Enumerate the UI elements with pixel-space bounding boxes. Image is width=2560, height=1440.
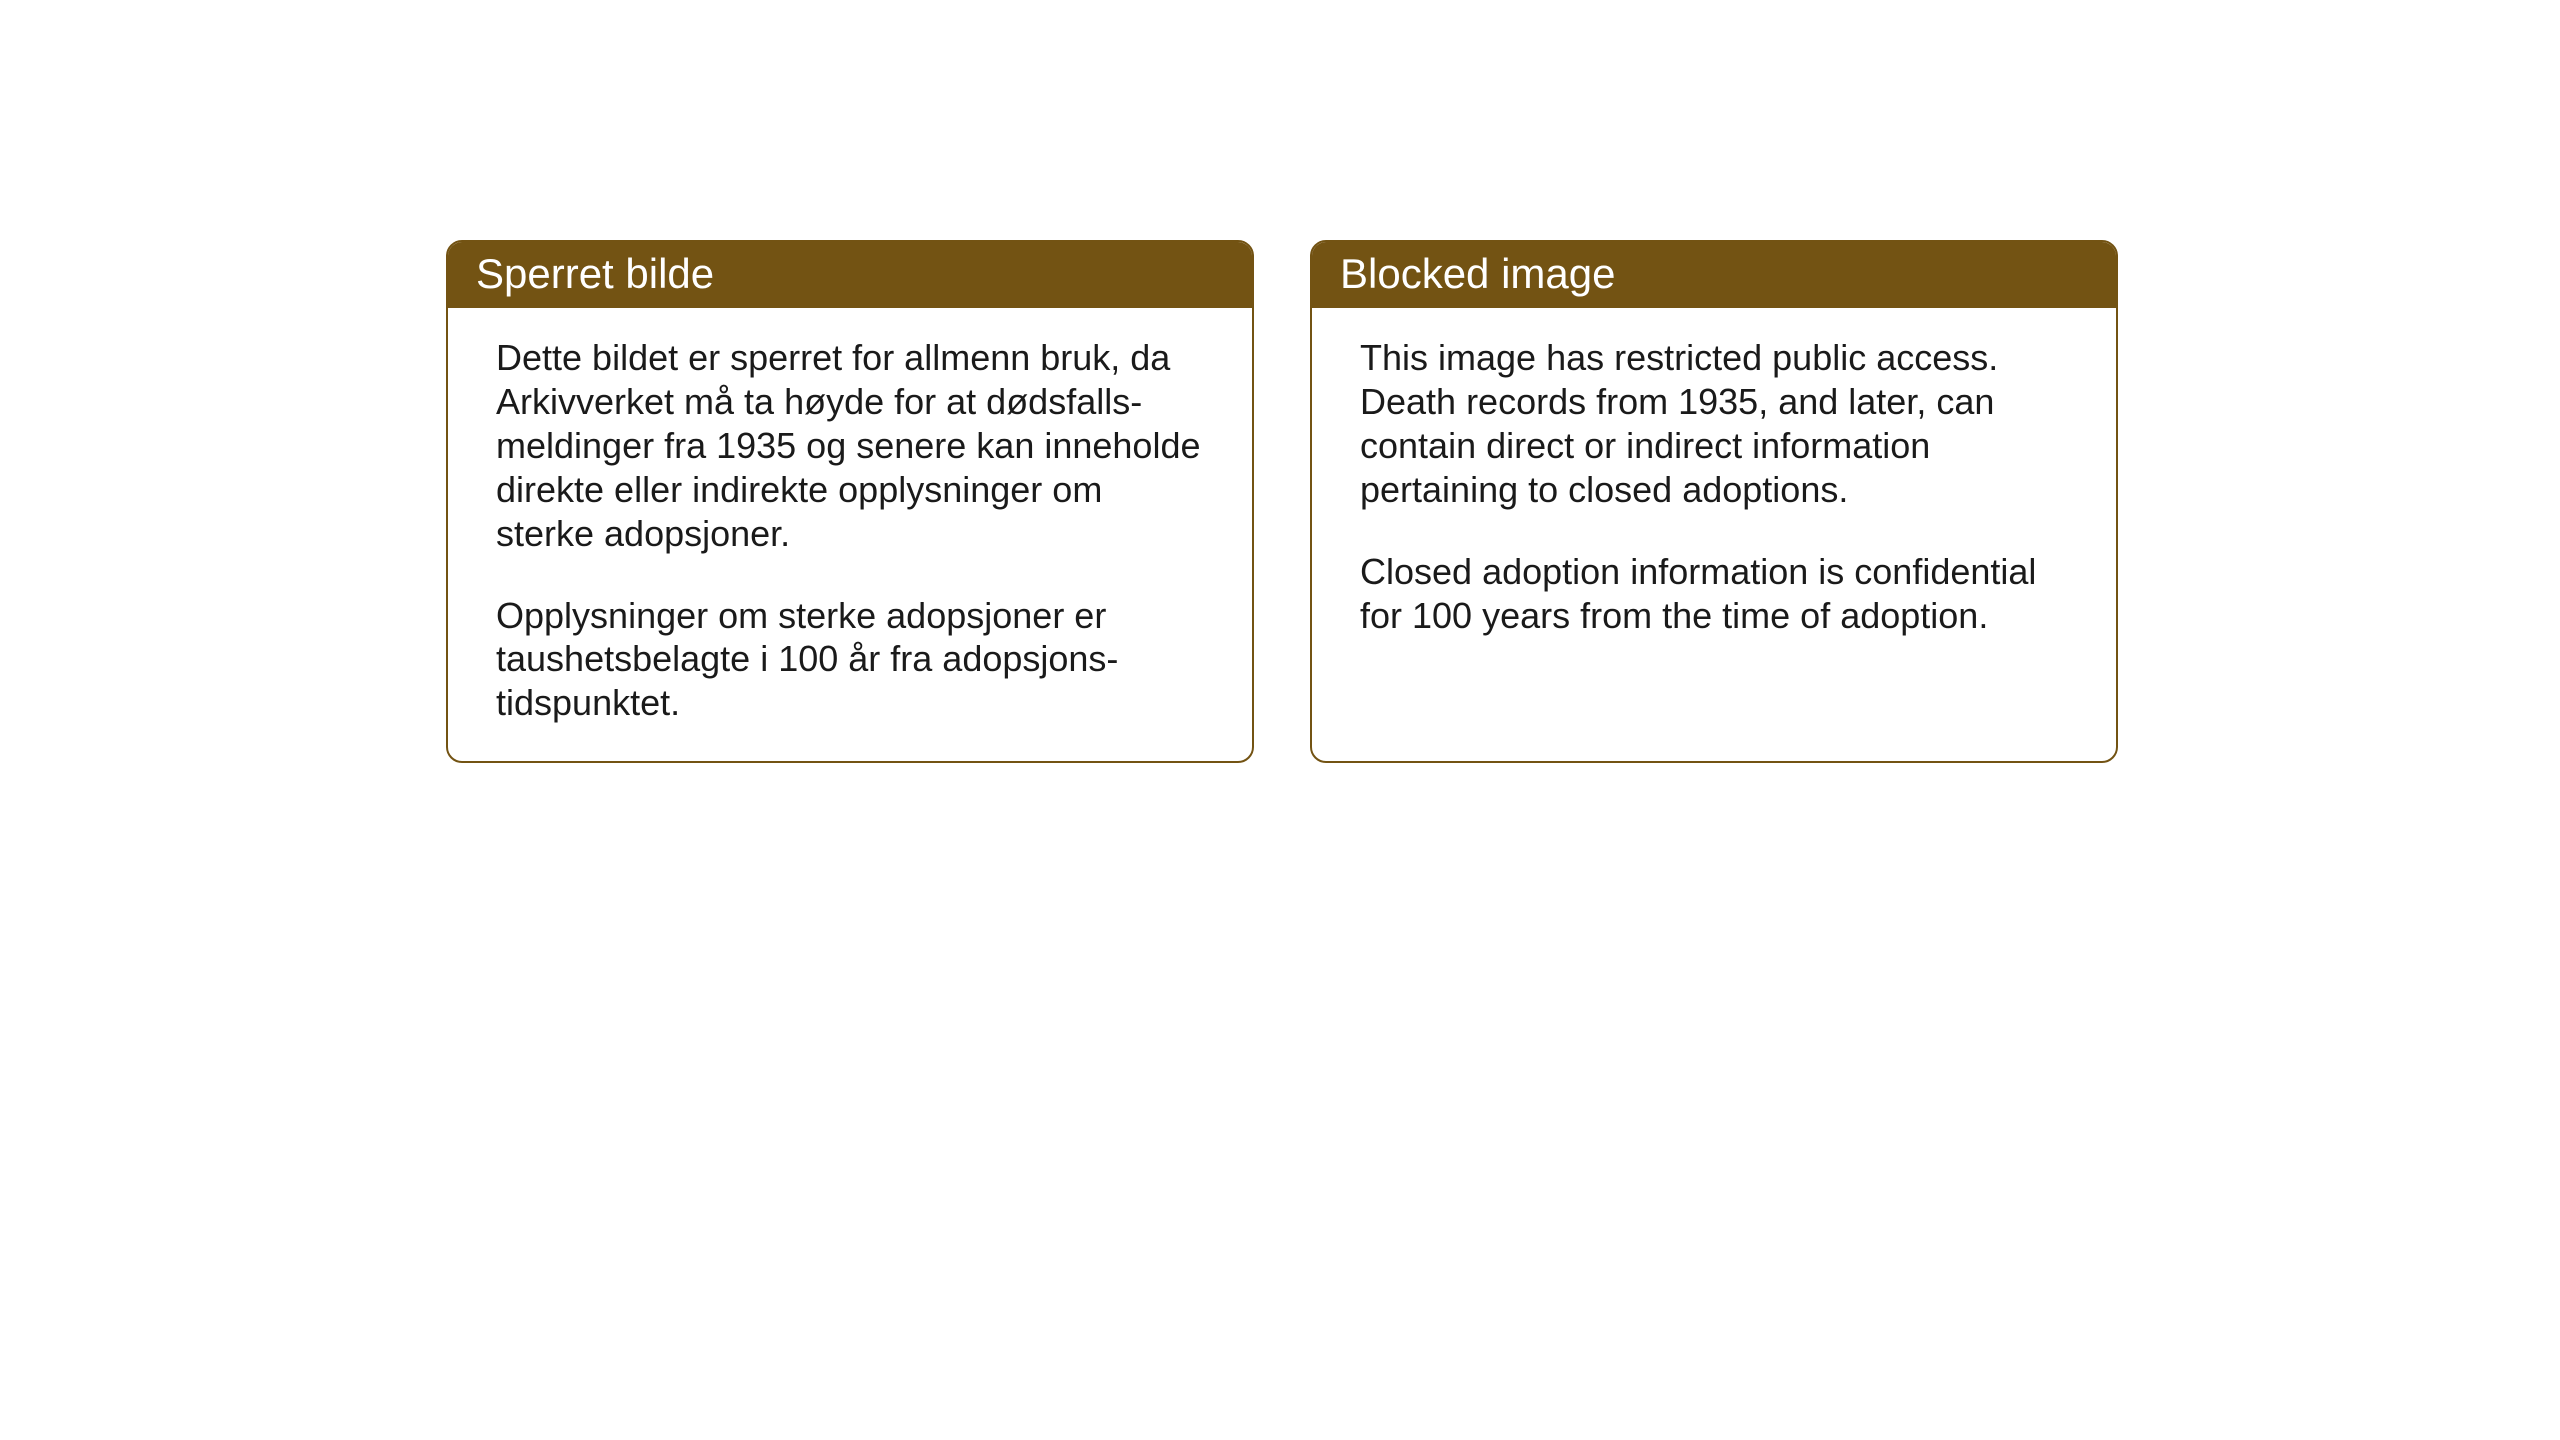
card-paragraph-english-2: Closed adoption information is confident… <box>1360 550 2072 638</box>
card-paragraph-norwegian-2: Opplysninger om sterke adopsjoner er tau… <box>496 594 1208 726</box>
card-paragraph-english-1: This image has restricted public access.… <box>1360 336 2072 512</box>
card-paragraph-norwegian-1: Dette bildet er sperret for allmenn bruk… <box>496 336 1208 556</box>
notice-container: Sperret bilde Dette bildet er sperret fo… <box>446 240 2118 763</box>
notice-card-english: Blocked image This image has restricted … <box>1310 240 2118 763</box>
card-body-norwegian: Dette bildet er sperret for allmenn bruk… <box>448 308 1252 761</box>
card-body-english: This image has restricted public access.… <box>1312 308 2116 673</box>
notice-card-norwegian: Sperret bilde Dette bildet er sperret fo… <box>446 240 1254 763</box>
card-title-norwegian: Sperret bilde <box>476 250 714 297</box>
card-title-english: Blocked image <box>1340 250 1615 297</box>
card-header-english: Blocked image <box>1312 242 2116 308</box>
card-header-norwegian: Sperret bilde <box>448 242 1252 308</box>
